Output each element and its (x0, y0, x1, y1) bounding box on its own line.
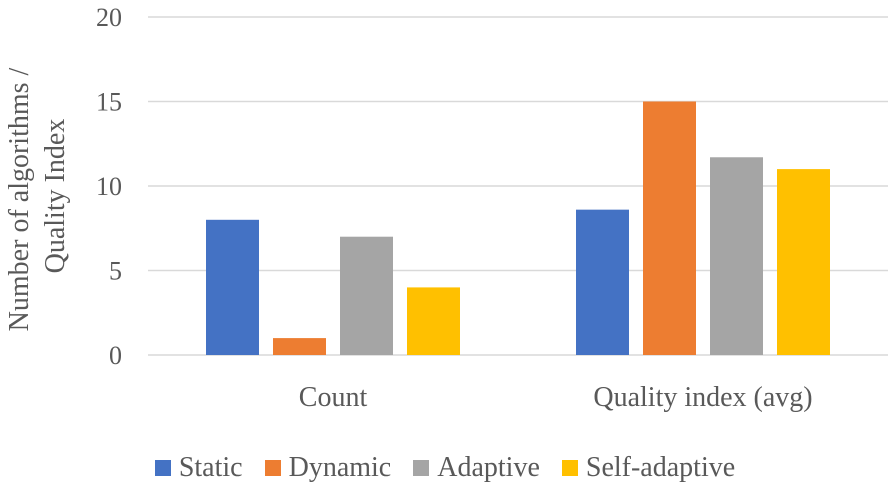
legend-item-dynamic: Dynamic (264, 452, 392, 484)
bar-static-0 (206, 219, 259, 355)
legend-label: Self-adaptive (585, 452, 736, 483)
legend-swatch (413, 460, 430, 476)
y-tick-label: 15 (96, 88, 122, 117)
legend-label: Adaptive (437, 452, 540, 483)
bar-adaptive-1 (710, 157, 763, 355)
legend-label: Static (178, 452, 243, 483)
bar-dynamic-1 (643, 101, 696, 355)
legend-swatch (561, 460, 578, 476)
bar-self-adaptive-1 (777, 169, 830, 355)
y-axis-label: Number of algorithms / Quality Index (4, 61, 71, 332)
bar-adaptive-0 (340, 236, 393, 355)
y-axis-label-line-2: Quality Index (40, 119, 71, 274)
bars (206, 101, 830, 355)
legend-item-self-adaptive: Self-adaptive (561, 452, 736, 484)
x-category-label: Count (299, 382, 368, 413)
bar-static-1 (576, 209, 629, 355)
gridlines (148, 16, 888, 356)
legend-swatch (154, 460, 171, 476)
legend-label: Dynamic (288, 452, 392, 483)
legend: Static Dynamic Adaptive Self-adaptive (0, 448, 890, 488)
y-axis-label-line-1: Number of algorithms / (4, 67, 35, 331)
bar-self-adaptive-0 (407, 287, 460, 355)
legend-swatch (264, 460, 281, 476)
x-category-label: Quality index (avg) (593, 382, 812, 413)
y-tick-label: 20 (96, 3, 122, 32)
bar-dynamic-0 (273, 338, 326, 355)
bar-chart: 0 5 10 15 20 Count Quality index (avg) Number… (4, 3, 888, 413)
y-tick-label: 10 (96, 172, 122, 201)
category-labels: Count Quality index (avg) (299, 382, 813, 413)
legend-item-static: Static (154, 452, 243, 484)
y-tick-label: 0 (109, 341, 122, 370)
legend-item-adaptive: Adaptive (413, 452, 540, 484)
y-tick-label: 5 (109, 257, 122, 286)
y-tick-labels: 0 5 10 15 20 (96, 3, 122, 370)
